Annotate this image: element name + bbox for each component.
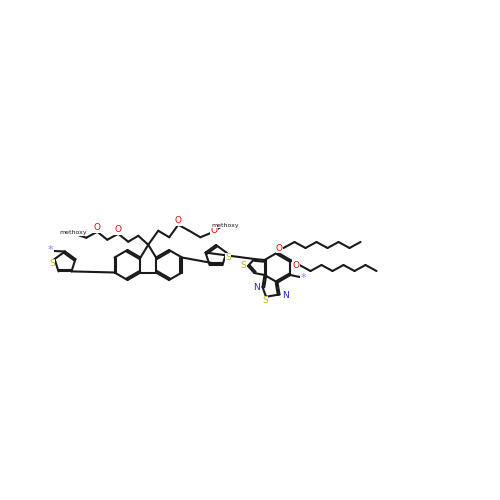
- Text: N: N: [282, 291, 289, 300]
- Text: O: O: [114, 225, 121, 234]
- Text: *: *: [48, 245, 54, 255]
- Text: S: S: [49, 259, 55, 268]
- Text: methoxy: methoxy: [212, 223, 239, 228]
- Text: S: S: [262, 296, 268, 305]
- Text: O: O: [94, 223, 100, 232]
- Text: O: O: [276, 244, 283, 252]
- Text: *: *: [300, 272, 306, 282]
- Text: O: O: [292, 260, 300, 270]
- Text: O: O: [211, 226, 218, 235]
- Text: S: S: [240, 262, 246, 270]
- Text: N: N: [253, 284, 260, 292]
- Text: methoxy: methoxy: [60, 230, 87, 235]
- Text: S: S: [225, 253, 231, 262]
- Text: O: O: [175, 216, 182, 225]
